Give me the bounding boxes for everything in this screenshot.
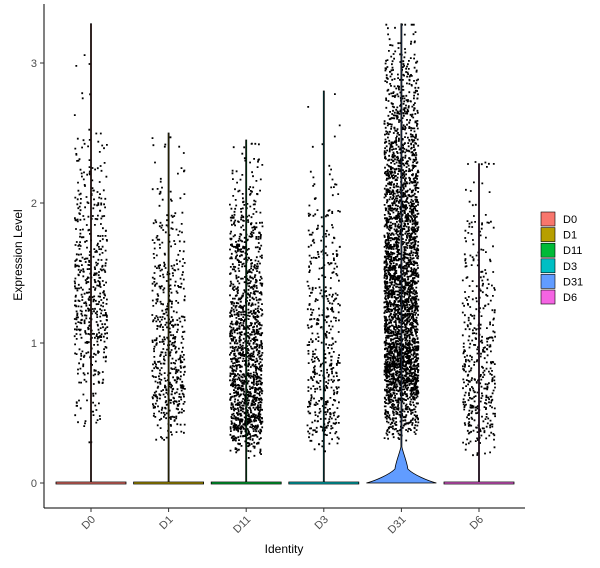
legend-label-d11: D11 [563,245,582,257]
violin-shape-d11 [210,139,282,485]
violin-shape-d0 [55,23,127,485]
violin-shape-d6 [443,163,515,485]
violin-d31 [366,23,437,484]
x-tick-label: D31 [386,514,409,537]
violin-shape-d31 [366,23,437,484]
violins [55,23,515,485]
x-axis-ticks: D0 D1 D11 D3 D31 D6 [80,508,486,536]
y-tick-label: 2 [31,198,37,210]
y-axis-title: Expression Level [11,209,25,300]
x-tick-label: D11 [231,514,253,536]
jitter-dots-d6 [461,161,496,457]
legend-label-d3: D3 [563,261,577,273]
legend-label-d1: D1 [563,230,577,242]
legend-key-d3 [540,258,556,274]
legend: D0 D1 D11 D3 D31 D6 [540,211,583,305]
violin-d1 [133,132,204,485]
legend-label-d31: D31 [563,276,583,288]
jitter-dots-d0 [73,54,109,444]
violin-d6 [443,163,515,485]
y-tick-label: 1 [31,338,37,350]
jitter-points [73,23,496,459]
jitter-points-d3 [306,93,341,453]
x-tick-label: D1 [157,514,175,532]
legend-label-d6: D6 [563,292,577,304]
violin-shape-d3 [288,90,360,485]
x-tick-label: D0 [80,514,98,532]
x-axis-title: Identity [265,542,304,556]
violin-d3 [288,90,360,485]
jitter-points-d6 [461,161,496,457]
legend-key-d11 [540,242,556,258]
legend-label-d0: D0 [563,214,577,226]
y-tick-label: 0 [31,478,37,490]
y-axis-ticks: 0 1 2 3 [31,58,44,490]
x-tick-label: D3 [312,514,330,532]
legend-key-d0 [540,211,556,227]
y-tick-label: 3 [31,58,37,70]
legend-key-d1 [540,227,556,242]
jitter-dots-d3 [306,93,341,453]
x-tick-label: D6 [468,514,486,532]
jitter-points-d0 [73,54,109,444]
legend-key-d31 [540,274,556,289]
legend-key-d6 [540,289,556,305]
violin-d11 [210,139,282,485]
violin-shape-d1 [133,132,204,485]
violin-d0 [55,23,127,485]
